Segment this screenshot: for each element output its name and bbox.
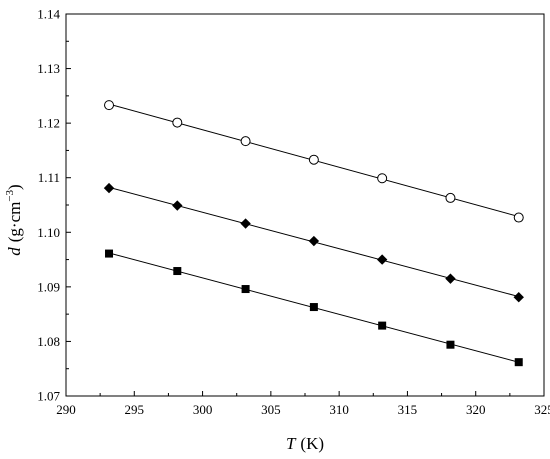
data-point-square <box>446 340 455 349</box>
x-tick-label: 300 <box>193 402 213 417</box>
data-point-circle <box>172 117 183 128</box>
y-axis-title: d(g·cm−3) <box>4 184 24 255</box>
y-axis-ticks: 1.07 1.08 1.09 1.10 1.11 1.12 1.13 1.14 <box>37 7 71 404</box>
plot-frame <box>65 13 545 397</box>
data-point-diamond <box>172 200 183 211</box>
x-axis-ticks: 290 295 300 305 310 315 320 325 <box>56 391 550 417</box>
data-point-diamond <box>308 235 320 247</box>
data-point-square <box>105 249 114 258</box>
y-tick-label: 1.14 <box>37 7 60 22</box>
data-point-square <box>241 285 250 294</box>
y-tick-label: 1.13 <box>37 61 60 76</box>
x-tick-label: 315 <box>398 402 418 417</box>
x-axis-title: T (K) <box>286 434 324 453</box>
data-point-diamond <box>445 273 456 284</box>
x-tick-label: 310 <box>329 402 349 417</box>
y-tick-label: 1.10 <box>37 225 60 240</box>
data-markers <box>103 100 524 367</box>
data-point-circle <box>377 173 388 184</box>
data-point-square <box>309 303 318 312</box>
y-tick-label: 1.08 <box>37 334 60 349</box>
y-tick-label: 1.07 <box>37 389 60 404</box>
data-point-square <box>378 321 387 330</box>
x-tick-label: 305 <box>261 402 281 417</box>
y-tick-label: 1.12 <box>37 116 60 131</box>
data-point-circle <box>104 100 115 111</box>
y-tick-label: 1.09 <box>37 279 60 294</box>
data-point-circle <box>308 154 319 165</box>
data-point-diamond <box>240 218 251 229</box>
y-tick-label: 1.11 <box>38 170 60 185</box>
plot-border <box>65 13 545 397</box>
x-tick-label: 325 <box>534 402 550 417</box>
data-point-square <box>173 267 182 276</box>
data-point-circle <box>240 136 251 147</box>
data-point-circle <box>513 212 524 223</box>
x-tick-label: 290 <box>56 402 76 417</box>
data-point-diamond <box>376 254 388 265</box>
x-tick-label: 295 <box>125 402 145 417</box>
data-point-diamond <box>103 182 115 194</box>
data-point-circle <box>445 192 456 203</box>
data-point-square <box>514 358 523 367</box>
data-point-diamond <box>513 292 524 303</box>
fit-lines <box>108 103 519 363</box>
x-tick-label: 320 <box>466 402 486 417</box>
